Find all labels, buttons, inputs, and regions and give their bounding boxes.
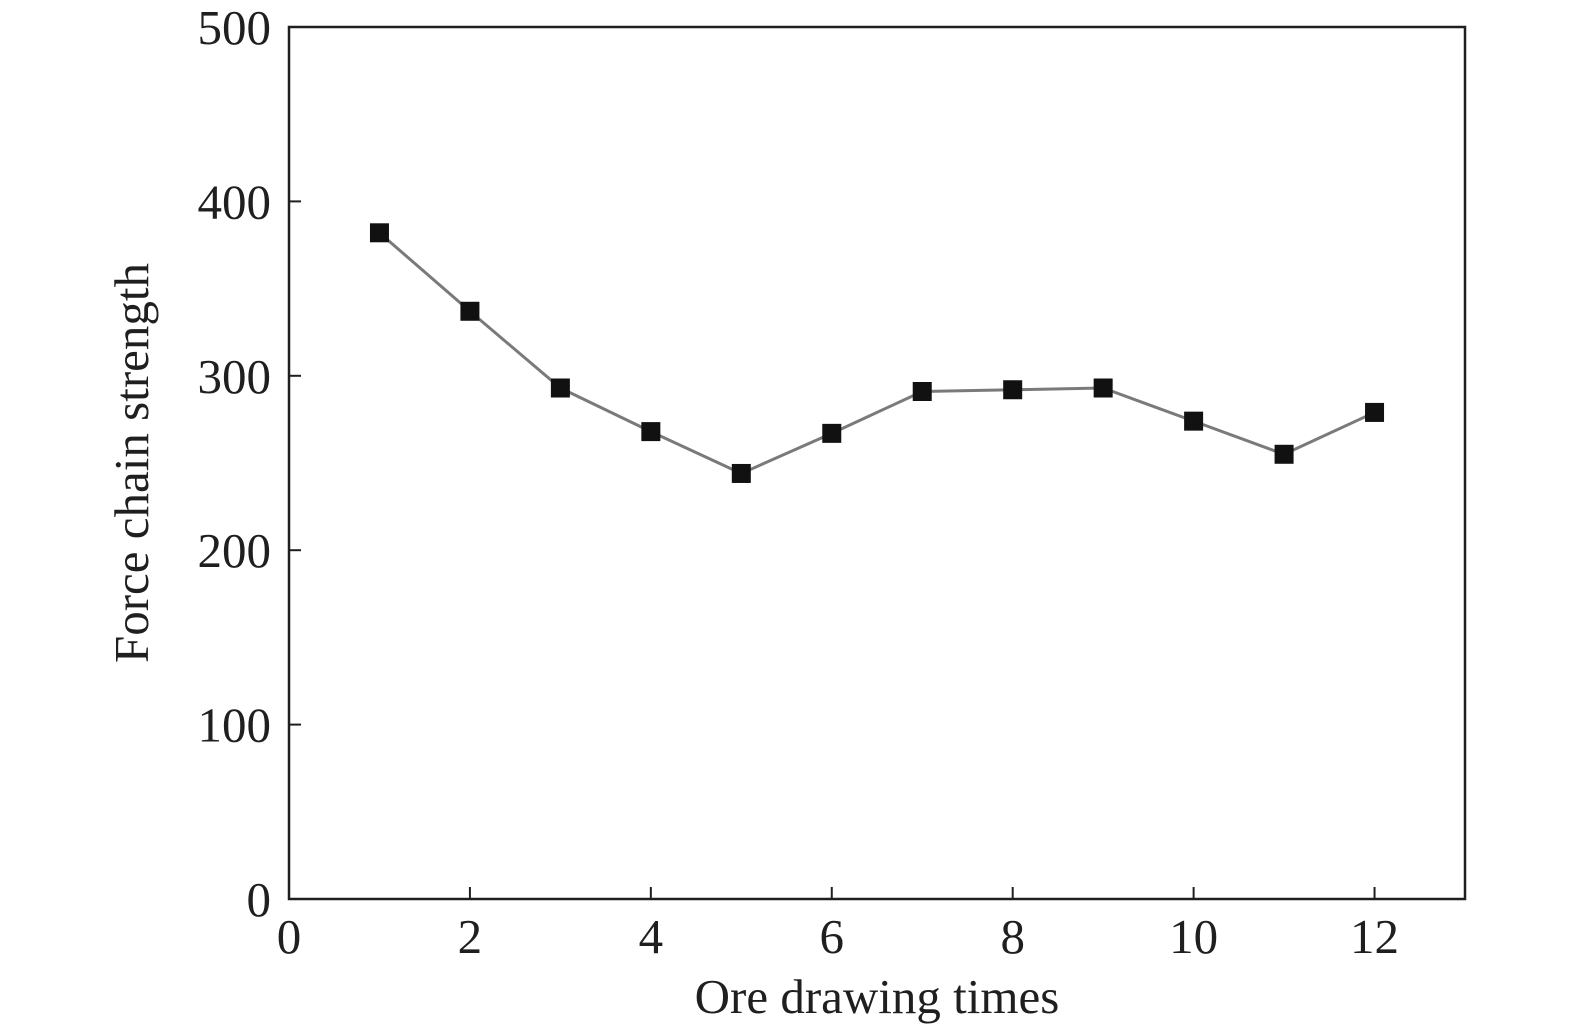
y-axis-ticks: 0 100 200 300 400 500: [198, 0, 301, 927]
series-line-segment: [378, 231, 471, 313]
x-tick-label: 12: [1350, 909, 1399, 964]
data-point-marker: [1093, 378, 1113, 398]
series-markers: [369, 223, 1385, 483]
series-line-segment: [559, 386, 652, 433]
x-tick-label: 8: [1000, 909, 1025, 964]
data-point-marker: [550, 378, 570, 398]
x-tick-label: 2: [458, 909, 483, 964]
series-lines: [378, 231, 1376, 475]
x-tick-label: 0: [277, 909, 302, 964]
y-tick-label: 200: [198, 523, 272, 578]
series-line-segment: [650, 430, 742, 475]
y-axis-title: Force chain strength: [104, 263, 159, 663]
data-point-marker: [912, 381, 932, 401]
data-point-marker: [369, 223, 389, 243]
series-line-segment: [468, 310, 562, 390]
x-tick-label: 4: [639, 909, 664, 964]
series-line-segment: [1102, 386, 1195, 423]
x-axis-ticks: 0 2 4 6 8 10 12: [277, 887, 1399, 964]
y-tick-label: 100: [198, 698, 272, 753]
series-line-segment: [740, 431, 833, 475]
y-tick-label: 0: [247, 872, 272, 927]
series-line-segment: [1193, 419, 1285, 456]
series-line-segment: [831, 390, 923, 435]
x-tick-label: 6: [820, 909, 845, 964]
data-point-marker: [822, 423, 842, 443]
data-point-marker: [731, 463, 751, 483]
y-tick-label: 400: [198, 174, 272, 229]
data-point-marker: [1365, 402, 1385, 422]
data-point-marker: [1184, 411, 1204, 431]
data-point-marker: [641, 422, 661, 442]
y-tick-label: 300: [198, 349, 272, 404]
x-axis-title: Ore drawing times: [695, 969, 1060, 1024]
series-line-segment: [922, 388, 1013, 393]
y-tick-label: 500: [198, 0, 272, 55]
data-point-marker: [1274, 444, 1294, 464]
data-point-marker: [1003, 380, 1023, 400]
series-line-segment: [1012, 386, 1104, 392]
x-tick-label: 10: [1169, 909, 1218, 964]
plot-frame: [287, 25, 1467, 901]
data-point-marker: [460, 301, 480, 321]
series-line-segment: [1283, 411, 1376, 456]
